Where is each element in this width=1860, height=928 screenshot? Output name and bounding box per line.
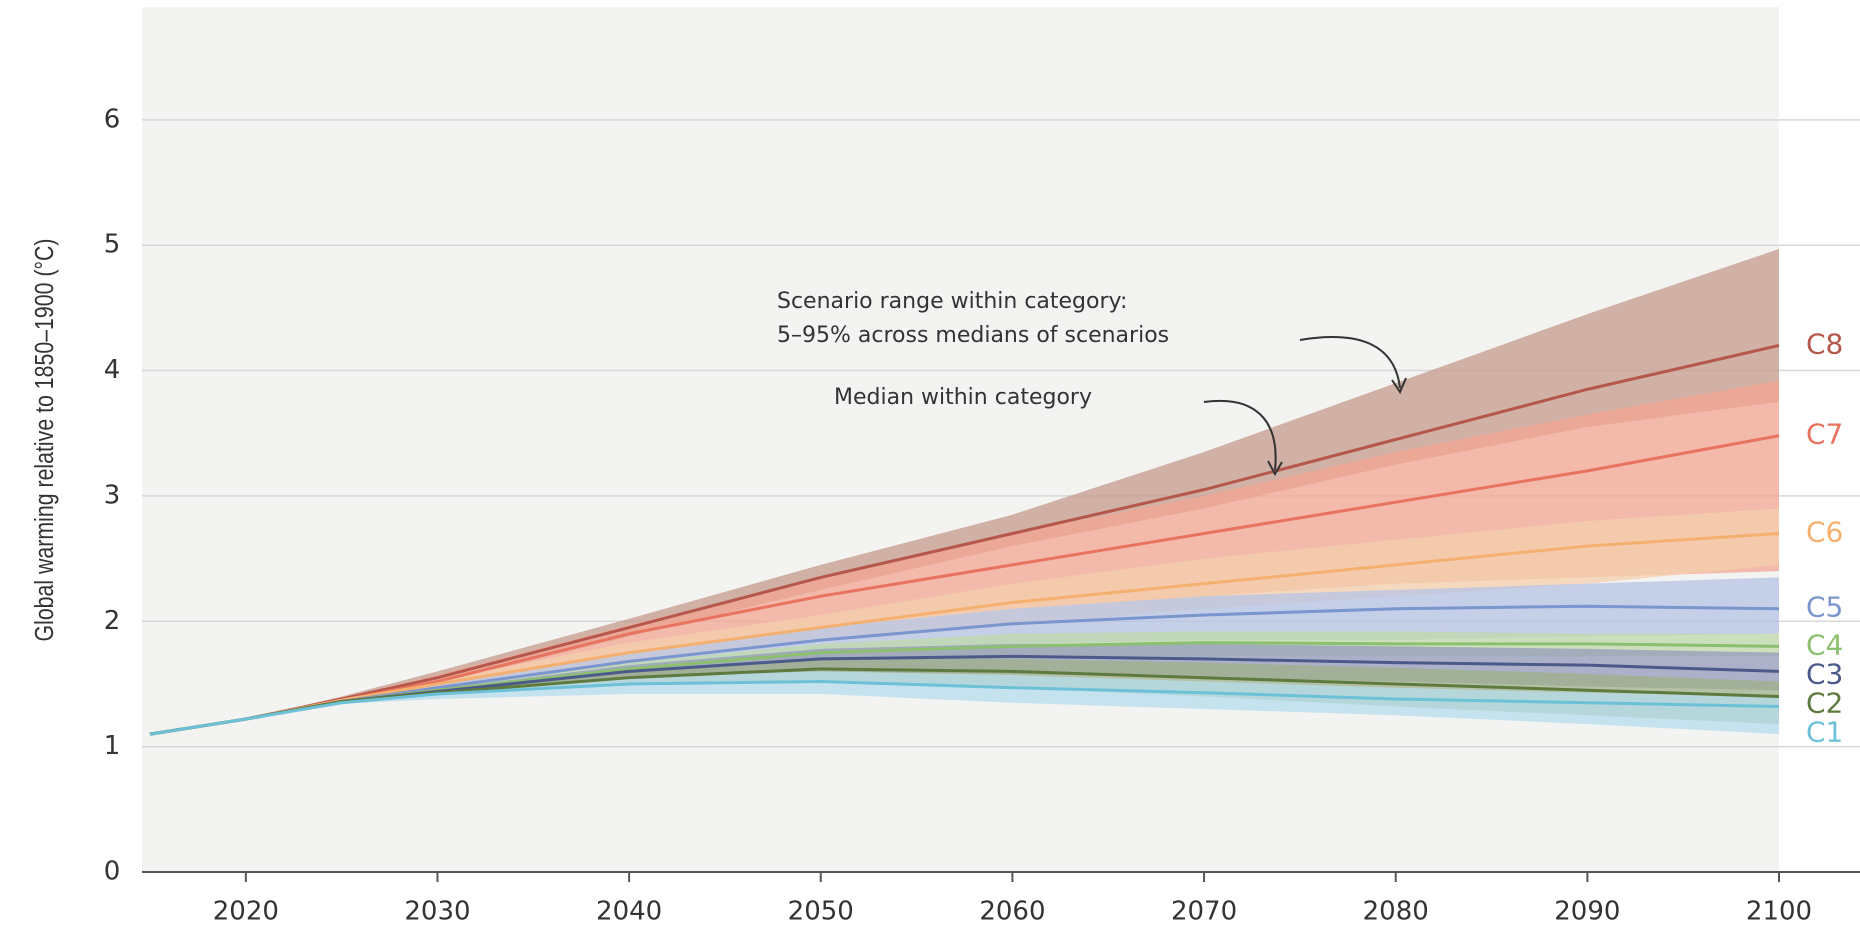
x-tick-label: 2030 [404,897,470,927]
y-tick-label: 6 [104,104,121,134]
x-tick-label: 2060 [979,897,1045,927]
x-tick-label: 2090 [1554,897,1620,927]
x-tick-label: 2070 [1171,897,1237,927]
x-tick-label: 2040 [596,897,662,927]
annotation: Scenario range within category: [777,289,1127,314]
x-tick-label: 2100 [1746,897,1812,927]
series-label: C1 [1806,715,1843,748]
lines [149,344,1780,736]
y-tick-label: 0 [104,857,121,887]
annotation: Median within category [834,385,1092,410]
series-label: C5 [1806,591,1843,624]
median-line [149,679,1780,736]
series-label: C8 [1806,327,1843,360]
annotation-arrow [1299,336,1401,389]
annotation-arrow [1203,399,1277,471]
annotation: 5–95% across medians of scenarios [777,323,1169,348]
y-axis-label: Global warming relative to 1850–1900 (°C… [30,239,60,642]
y-tick-label: 5 [104,230,121,260]
annotation-arrowhead [1391,377,1407,395]
series-label: C3 [1806,657,1843,690]
y-tick-label: 4 [104,355,121,385]
x-tick-label: 2020 [213,897,279,927]
series-label: C6 [1806,516,1843,549]
y-tick-label: 2 [104,606,121,636]
range-band [150,577,1779,735]
range-band [150,658,1779,735]
range-band [150,643,1779,735]
x-tick-label: 2080 [1363,897,1429,927]
annotation-arrowhead [1267,460,1283,477]
series-label: C2 [1806,686,1843,719]
series-label: C4 [1806,628,1843,661]
x-tick-label: 2050 [788,897,854,927]
y-tick-label: 3 [104,480,121,510]
y-tick-label: 1 [104,731,121,761]
series-label: C7 [1806,418,1843,451]
